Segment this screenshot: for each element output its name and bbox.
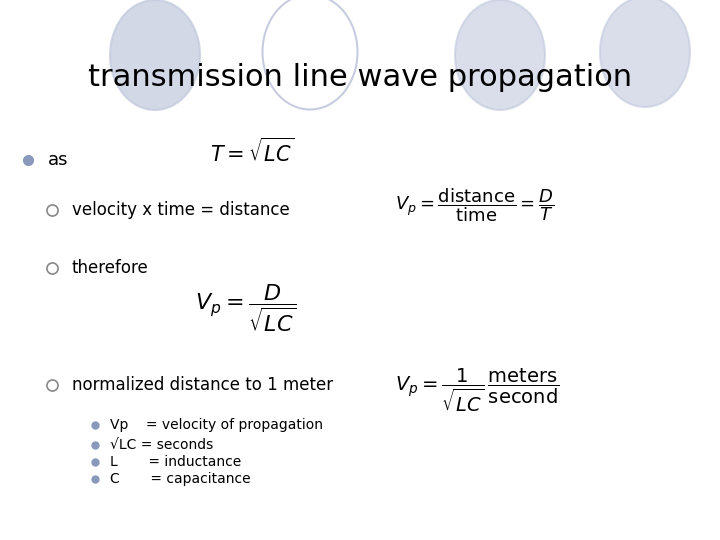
Text: transmission line wave propagation: transmission line wave propagation bbox=[88, 64, 632, 92]
Text: √LC = seconds: √LC = seconds bbox=[110, 438, 213, 452]
Ellipse shape bbox=[110, 0, 200, 110]
Text: $V_{p} = \dfrac{\mathrm{distance}}{\mathrm{time}} = \dfrac{D}{T}$: $V_{p} = \dfrac{\mathrm{distance}}{\math… bbox=[395, 186, 554, 224]
Text: velocity x time = distance: velocity x time = distance bbox=[72, 201, 289, 219]
Text: C       = capacitance: C = capacitance bbox=[110, 472, 251, 486]
Ellipse shape bbox=[600, 0, 690, 107]
Text: $V_{p} = \dfrac{1}{\sqrt{LC}}\,\dfrac{\mathrm{meters}}{\mathrm{second}}$: $V_{p} = \dfrac{1}{\sqrt{LC}}\,\dfrac{\m… bbox=[395, 366, 559, 414]
Text: L       = inductance: L = inductance bbox=[110, 455, 241, 469]
Text: therefore: therefore bbox=[72, 259, 149, 277]
Text: Vp    = velocity of propagation: Vp = velocity of propagation bbox=[110, 418, 323, 432]
Text: $T = \sqrt{LC}$: $T = \sqrt{LC}$ bbox=[210, 138, 294, 166]
Text: as: as bbox=[48, 151, 68, 169]
Ellipse shape bbox=[455, 0, 545, 110]
Text: $V_{p} = \dfrac{D}{\sqrt{LC}}$: $V_{p} = \dfrac{D}{\sqrt{LC}}$ bbox=[195, 282, 297, 334]
Text: normalized distance to 1 meter: normalized distance to 1 meter bbox=[72, 376, 333, 394]
